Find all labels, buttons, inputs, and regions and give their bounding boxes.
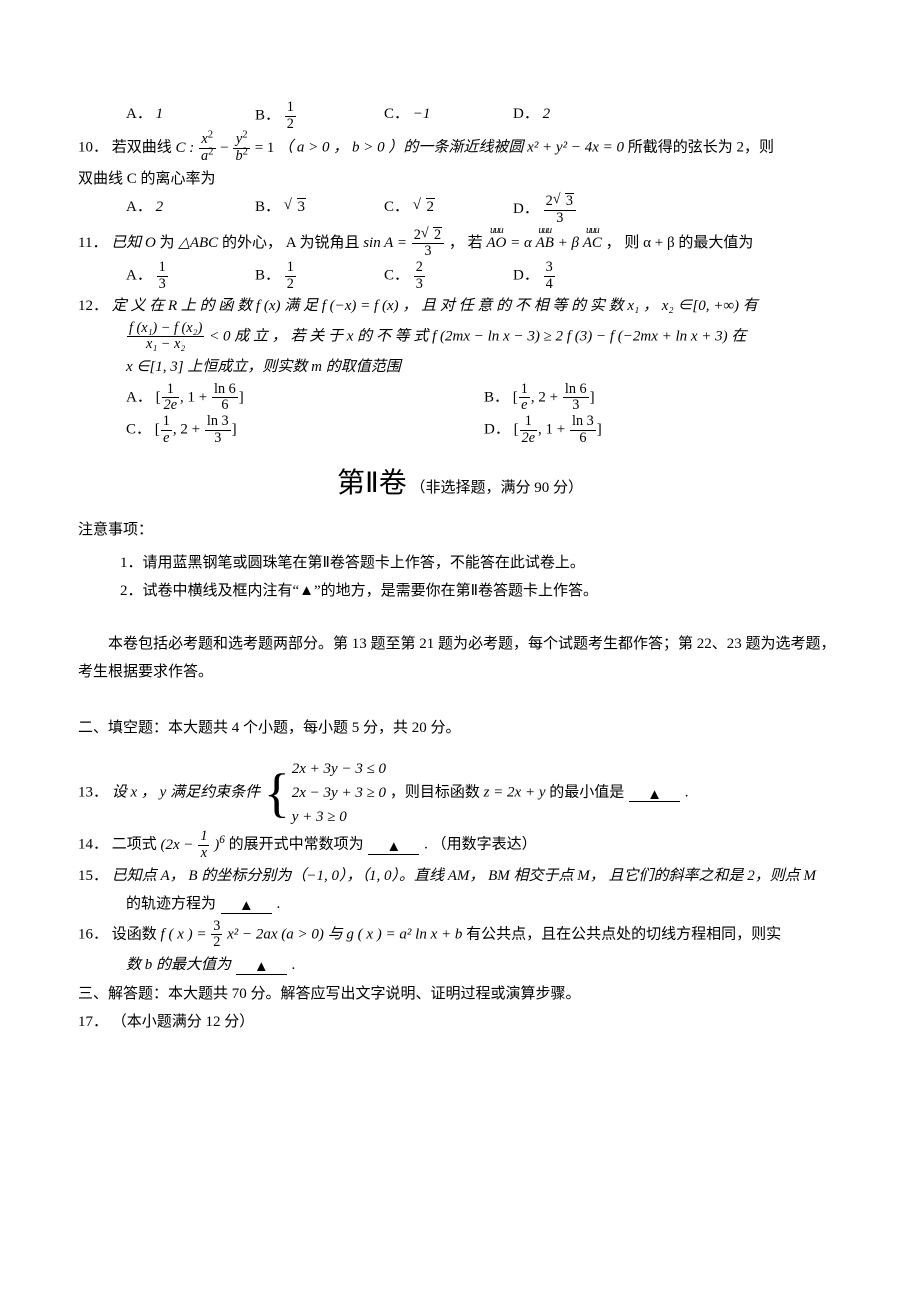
q9-D: D． 2: [513, 100, 642, 132]
vol2-title: 第Ⅱ卷 （非选择题，满分 90 分）: [78, 457, 842, 510]
notice-1: 1．请用蓝黑钢笔或圆珠笔在第Ⅱ卷答题卡上作答，不能答在此试卷上。: [120, 549, 842, 578]
left-brace-icon: {: [264, 757, 290, 829]
hyperbola: C : x2 a2 − y2 b2 = 1: [176, 140, 279, 156]
label: D．: [513, 106, 539, 122]
value: 2: [543, 106, 551, 122]
page-root: A． 1 B． 1 2 C． −1 D． 2 10． 若双曲线 C : x2 a…: [0, 0, 920, 1302]
q10-D: D． 23 3: [513, 193, 642, 226]
notice-2: 2．试卷中横线及框内注有“▲”的地方，是需要你在第Ⅱ卷答题卡上作答。: [120, 577, 842, 606]
q14-blank: ▲: [368, 837, 419, 855]
q11-A: A． 13: [126, 260, 255, 292]
q9-choices: A． 1 B． 1 2 C． −1 D． 2: [126, 100, 842, 132]
q10: 10． 若双曲线 C : x2 a2 − y2 b2 = 1 （ a > 0 ，…: [78, 132, 842, 164]
q12: 12． 定 义 在 R 上 的 函 数 f (x) 满 足 f (−x) = f…: [78, 292, 842, 321]
q12-line2: f (x₁) − f (x₂) x₁ − x₂ < 0 成 立 ， 若 关 于 …: [126, 321, 842, 353]
num: 10．: [78, 140, 108, 156]
q12-choices: A． [12e, 1 + ln 66] B． [1e, 2 + ln 63] C…: [126, 382, 842, 447]
q11-B: B． 12: [255, 260, 384, 292]
q16-blank: ▲: [236, 957, 287, 975]
q11: 11． 已知 O 为 △ABC 的外心， A 为锐角且 sin A = 22 3…: [78, 227, 842, 260]
q13-blank: ▲: [629, 785, 680, 803]
stem2: 所截得的弦长为 2，则: [628, 140, 774, 156]
notice-head: 注意事项：: [78, 516, 842, 545]
q16-line2: 数 b 的最大值为 ▲ .: [126, 951, 842, 980]
ineq-frac: f (x₁) − f (x₂) x₁ − x₂: [127, 321, 204, 353]
q17: 17． （本小题满分 12 分）: [78, 1008, 842, 1037]
q15: 15． 已知点 A， B 的坐标分别为（−1, 0），（1, 0）。直线 AM，…: [78, 862, 842, 891]
vec-AB: uuuAB: [536, 236, 554, 251]
q9-C: C． −1: [384, 100, 513, 132]
q14: 14． 二项式 (2x − 1x )6 的展开式中常数项为 ▲ . （用数字表达…: [78, 829, 842, 861]
solve-head: 三、解答题：本大题共 70 分。解答应写出文字说明、证明过程或演算步骤。: [78, 980, 842, 1009]
q13: 13． 设 x ， y 满足约束条件 { 2x + 3y − 3 ≤ 0 2x …: [78, 757, 842, 829]
q10-B: B． 3: [255, 193, 384, 226]
q12-A: A． [12e, 1 + ln 66]: [126, 382, 484, 414]
q12-C: C． [1e, 2 + ln 33]: [126, 414, 484, 446]
q11-D: D． 34: [513, 260, 642, 292]
paragraph: 本卷包括必考题和选考题两部分。第 13 题至第 21 题为必考题，每个试题考生都…: [78, 630, 842, 687]
value: 1: [156, 106, 164, 122]
fill-head: 二、填空题：本大题共 4 个小题，每小题 5 分，共 20 分。: [78, 714, 842, 743]
q9-B: B． 1 2: [255, 100, 384, 132]
q16: 16． 设函数 f ( x ) = 32 x² − 2ax (a > 0) 与 …: [78, 919, 842, 951]
q12-B: B． [1e, 2 + ln 63]: [484, 382, 842, 414]
q15-blank: ▲: [221, 896, 272, 914]
q11-C: C． 23: [384, 260, 513, 292]
frac-y: y2 b2: [233, 132, 249, 164]
q9-A: A． 1: [126, 100, 255, 132]
cond: （ a > 0 ， b > 0 ）的一条渐近线被圆: [278, 140, 523, 156]
q10-line2: 双曲线 C 的离心率为: [78, 165, 842, 194]
stem1: 若双曲线: [112, 140, 172, 156]
value: −1: [413, 106, 431, 122]
q12-D: D． [12e, 1 + ln 36]: [484, 414, 842, 446]
q10-C: C． 2: [384, 193, 513, 226]
q13-system: { 2x + 3y − 3 ≤ 0 2x − 3y + 3 ≥ 0 y + 3 …: [264, 757, 386, 829]
label: C．: [384, 106, 409, 122]
frac-x: x2 a2: [199, 132, 215, 164]
label: B．: [255, 108, 280, 124]
q11-choices: A． 13 B． 12 C． 23 D． 34: [126, 260, 842, 292]
label: A．: [126, 106, 152, 122]
circle: x² + y² − 4x = 0: [527, 140, 628, 156]
q10-A: A． 2: [126, 193, 255, 226]
q10-choices: A． 2 B． 3 C． 2 D． 23 3: [126, 193, 842, 226]
vec-AO: uuuAO: [486, 236, 506, 251]
q15-line2: 的轨迹方程为 ▲ .: [126, 890, 842, 919]
q12-line3: x ∈[1, 3] 上恒成立，则实数 m 的取值范围: [126, 353, 842, 382]
frac: 1 2: [285, 100, 296, 132]
vec-AC: uuuAC: [583, 236, 602, 251]
